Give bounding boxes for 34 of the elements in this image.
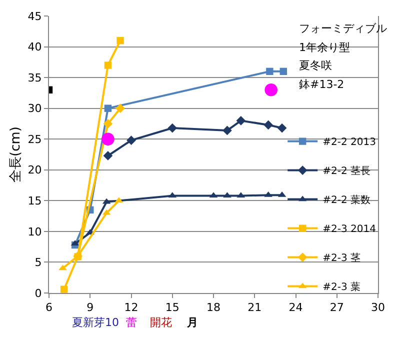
annotation: 1年余り型: [299, 41, 350, 54]
text: 開花: [150, 316, 172, 329]
legend-label: #2-2 2013: [322, 137, 376, 148]
y-tick-label: 25: [28, 132, 42, 146]
y-axis-title: 全長(cm): [8, 126, 24, 182]
annotation: 鉢#13-2: [299, 78, 344, 91]
x-tick-label: 9: [86, 301, 94, 314]
x-tick-label: 12: [124, 301, 138, 314]
x-tick-label: 6: [46, 301, 52, 314]
x-tick-label: 21: [248, 301, 262, 314]
y-tick-label: 5: [34, 256, 42, 270]
annotation: フォーミディブル: [299, 22, 387, 35]
text: 蕾: [126, 316, 137, 329]
y-tick-label: 15: [28, 194, 42, 208]
y-tick-label: 30: [28, 102, 42, 116]
y-tick-label: 45: [28, 10, 42, 23]
x-tick-label: 15: [165, 301, 180, 314]
annotation: 夏冬咲: [299, 59, 332, 72]
x-tick-label: 27: [330, 301, 344, 314]
y-tick-label: 35: [28, 71, 42, 84]
legend-label: #2-3 葉: [322, 281, 360, 294]
x-axis-title: 月: [186, 316, 198, 329]
legend-label: #2-2 茎長: [322, 165, 370, 178]
y-tick-label: 10: [28, 225, 42, 238]
y-tick-label: 20: [28, 164, 42, 177]
y-tick-label: 0: [34, 286, 42, 300]
legend-label: #2-2 葉数: [322, 194, 370, 206]
legend-label: #2-3 2014: [322, 224, 376, 236]
legend-label: #2-3 茎: [322, 252, 360, 264]
x-tick-label: 24: [288, 301, 303, 314]
text: 夏新芽10: [72, 316, 119, 329]
y-tick-label: 40: [28, 40, 42, 54]
x-tick-label: 18: [206, 301, 220, 314]
x-tick-label: 30: [371, 301, 385, 314]
